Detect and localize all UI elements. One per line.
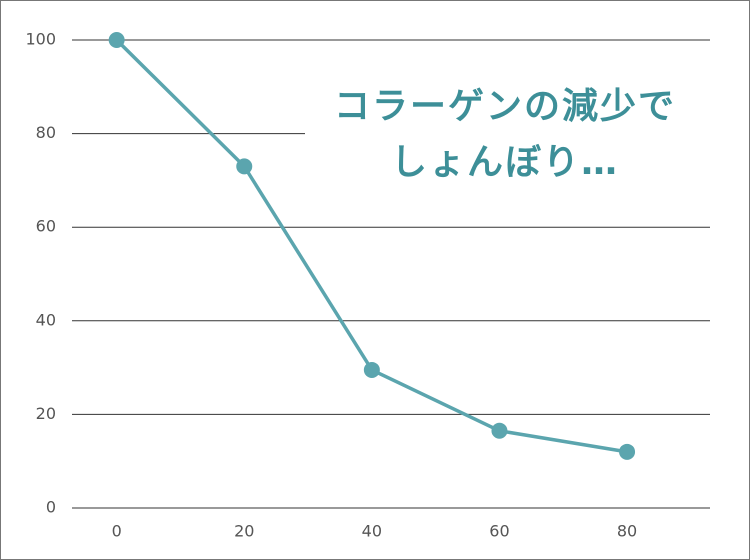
- y-tick-label: 0: [46, 498, 56, 517]
- x-tick-label: 80: [617, 522, 637, 541]
- data-point: [619, 443, 636, 460]
- data-point: [108, 32, 125, 48]
- annotation-background: [305, 82, 710, 192]
- y-tick-label: 100: [25, 30, 56, 49]
- y-tick-label: 60: [36, 217, 56, 236]
- y-tick-label: 80: [36, 123, 56, 142]
- annotation: コラーゲンの減少で: [334, 86, 676, 127]
- data-point: [363, 361, 380, 378]
- x-tick-label: 60: [489, 522, 509, 541]
- y-tick-label: 20: [36, 404, 56, 423]
- annotation: しょんぼり…: [391, 142, 619, 183]
- x-tick-label: 0: [112, 522, 122, 541]
- data-point: [236, 158, 253, 175]
- data-point: [491, 422, 508, 439]
- y-tick-label: 40: [36, 310, 56, 329]
- x-tick-label: 20: [234, 522, 254, 541]
- x-tick-label: 40: [362, 522, 382, 541]
